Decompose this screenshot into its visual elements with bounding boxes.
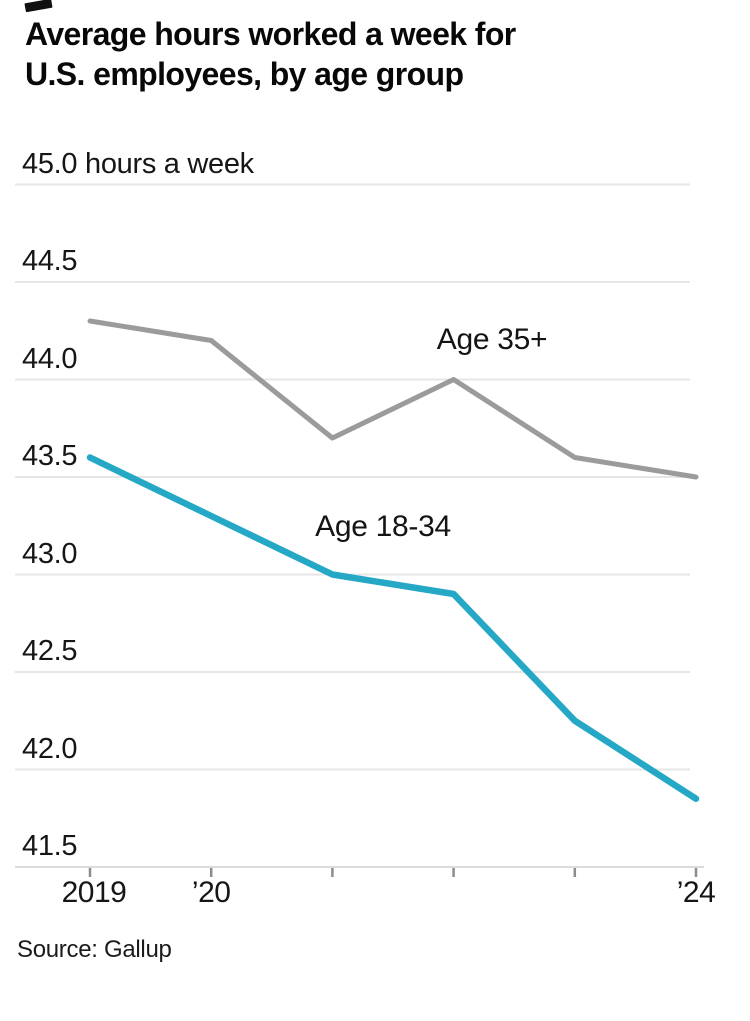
x-axis-label: 2019 bbox=[61, 876, 127, 909]
y-axis-label: 42.5 bbox=[22, 635, 78, 667]
y-axis-label: 45.0 hours a week bbox=[22, 147, 254, 180]
series-label-age-18-34: Age 18-34 bbox=[315, 510, 451, 543]
chart-title-line2: U.S. employees, by age group bbox=[25, 56, 464, 92]
series-line-age-18-34 bbox=[86, 454, 700, 802]
y-axis-label: 43.5 bbox=[22, 440, 78, 472]
series-line-age-35- bbox=[87, 318, 699, 480]
y-axis-label: 44.5 bbox=[22, 245, 78, 277]
chart-title-line1: Average hours worked a week for bbox=[25, 16, 516, 52]
series-label-age-35-plus: Age 35+ bbox=[436, 323, 548, 356]
chart-title: Average hours worked a week for U.S. emp… bbox=[25, 14, 516, 94]
source-note: Source: Gallup bbox=[17, 936, 172, 963]
x-axis-label: ’20 bbox=[191, 876, 231, 909]
x-axis-label: ’24 bbox=[676, 876, 716, 909]
y-axis-label: 43.0 bbox=[22, 537, 78, 570]
y-axis-label: 41.5 bbox=[22, 830, 78, 862]
y-axis-label: 42.0 bbox=[22, 732, 78, 765]
y-axis-label: 44.0 bbox=[22, 342, 78, 375]
